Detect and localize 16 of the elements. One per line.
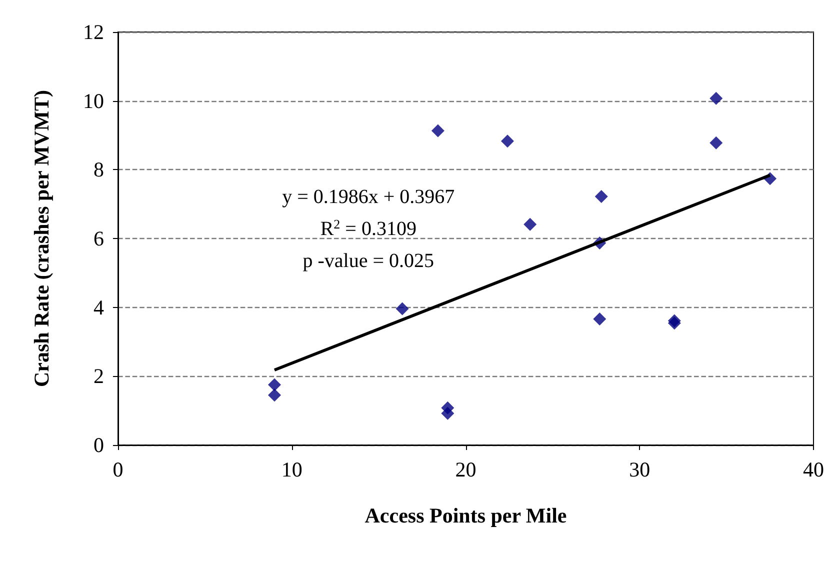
y-tick-label: 10 [83, 88, 104, 113]
annotation: p -value = 0.025 [302, 250, 434, 272]
y-axis-title: Crash Rate (crashes per MVMT) [30, 90, 54, 388]
x-tick-label: 40 [803, 458, 824, 482]
y-tick-label: 8 [94, 158, 104, 182]
x-axis-title: Access Points per Mile [364, 504, 567, 528]
x-tick-label: 30 [629, 458, 650, 482]
y-tick-label: 12 [83, 20, 104, 44]
y-tick-label: 2 [94, 364, 104, 388]
x-tick-label: 0 [112, 458, 124, 482]
y-tick-label: 6 [94, 226, 104, 250]
annotation: y = 0.1986x + 0.3967 [282, 186, 455, 208]
y-tick-label: 4 [94, 295, 104, 320]
y-tick-label: 0 [94, 433, 104, 457]
x-tick-label: 10 [281, 458, 302, 482]
x-tick-label: 20 [455, 458, 476, 482]
